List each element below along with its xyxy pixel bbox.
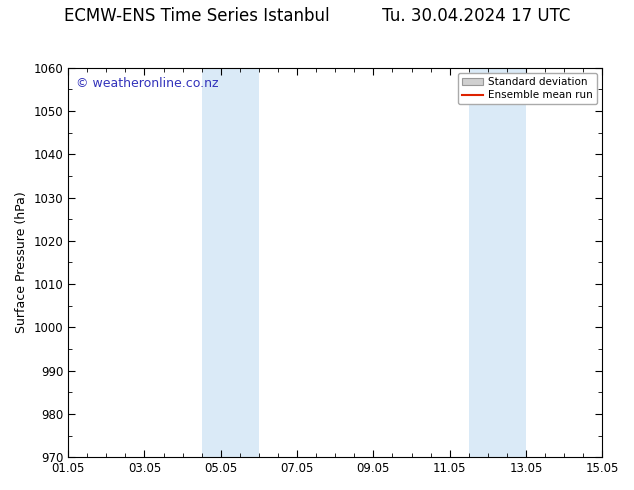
- Bar: [469, 68, 526, 457]
- Text: ECMW-ENS Time Series Istanbul          Tu. 30.04.2024 17 UTC: ECMW-ENS Time Series Istanbul Tu. 30.04.…: [64, 7, 570, 25]
- Y-axis label: Surface Pressure (hPa): Surface Pressure (hPa): [15, 192, 28, 333]
- Bar: [202, 68, 259, 457]
- Text: © weatheronline.co.nz: © weatheronline.co.nz: [76, 77, 219, 91]
- Legend: Standard deviation, Ensemble mean run: Standard deviation, Ensemble mean run: [458, 73, 597, 104]
